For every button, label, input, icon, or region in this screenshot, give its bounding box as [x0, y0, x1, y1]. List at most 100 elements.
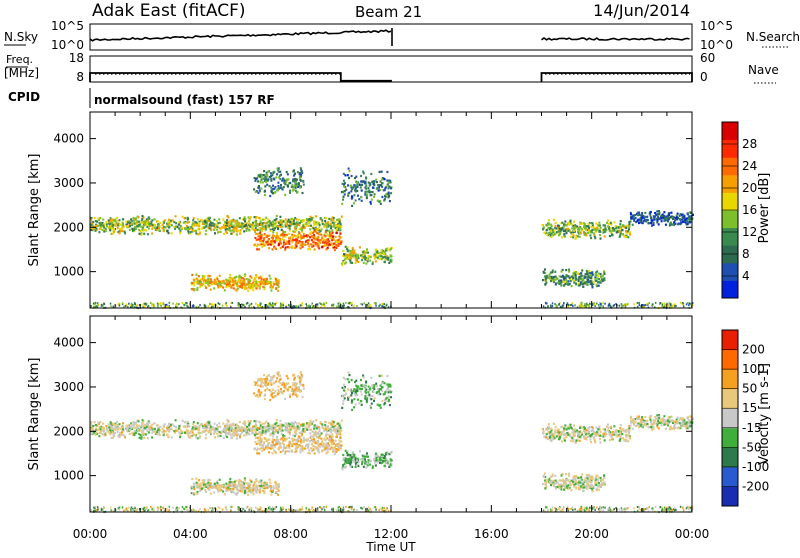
power-cell: [664, 303, 666, 305]
power-cell: [257, 180, 259, 182]
power-cell: [326, 226, 328, 228]
power-cell: [291, 245, 293, 247]
power-cell: [333, 243, 335, 245]
power-cell: [283, 243, 285, 245]
noise-sky-trace: [90, 30, 690, 41]
power-cell: [361, 257, 363, 259]
velocity-cell: [135, 421, 137, 423]
power-cell: [568, 223, 570, 225]
power-cell: [268, 238, 270, 240]
power-cell: [198, 275, 200, 277]
power-cell: [219, 303, 221, 305]
velocity-cell: [171, 436, 173, 438]
power-cell: [251, 306, 253, 308]
power-cell: [549, 277, 551, 279]
power-cell: [686, 303, 688, 305]
power-cell: [187, 217, 189, 219]
power-cell: [197, 228, 199, 230]
power-cell: [544, 268, 546, 270]
velocity-cell: [276, 438, 278, 440]
power-cell: [222, 218, 224, 220]
power-cell: [558, 234, 560, 236]
velocity-cell: [272, 452, 274, 454]
velocity-cell: [241, 491, 243, 493]
velocity-cell: [285, 422, 287, 424]
velocity-cell: [336, 432, 338, 434]
power-cell: [207, 280, 209, 282]
power-cell: [350, 190, 352, 192]
power-cell: [672, 223, 674, 225]
power-cell: [580, 283, 582, 285]
velocity-cell: [295, 448, 297, 450]
noise-right-tick-bottom: 10^0: [700, 38, 733, 52]
power-cell: [224, 223, 226, 225]
power-cell: [263, 279, 265, 281]
velocity-cell: [286, 447, 288, 449]
power-cell: [350, 262, 352, 264]
power-cell: [310, 216, 312, 218]
power-cell: [592, 274, 594, 276]
power-cell: [282, 225, 284, 227]
power-cell: [217, 286, 219, 288]
velocity-cell: [339, 425, 341, 427]
power-cell: [381, 258, 383, 260]
velocity-cell: [335, 440, 337, 442]
power-cell: [361, 259, 363, 261]
power-cell: [275, 237, 277, 239]
velocity-cell: [335, 436, 337, 438]
power-cell: [160, 302, 162, 304]
velocity-cell: [308, 449, 310, 451]
ytick-label: 4000: [53, 132, 84, 146]
power-cell: [278, 239, 280, 241]
power-cell: [138, 221, 140, 223]
power-cell: [362, 180, 364, 182]
velocity-cell: [119, 423, 121, 425]
velocity-cell: [274, 444, 276, 446]
power-cell: [331, 229, 333, 231]
power-cell: [298, 183, 300, 185]
power-cell: [373, 187, 375, 189]
power-cell: [230, 285, 232, 287]
power-cell: [660, 302, 662, 304]
velocity-cell: [315, 447, 317, 449]
power-cell: [587, 273, 589, 275]
power-cell: [133, 220, 135, 222]
power-cell: [578, 229, 580, 231]
power-cell: [240, 280, 242, 282]
velocity-cell: [301, 433, 303, 435]
power-scatter: [90, 167, 694, 309]
power-cell: [555, 276, 557, 278]
power-cell: [586, 271, 588, 273]
power-cell: [572, 275, 574, 277]
power-cell: [280, 224, 282, 226]
velocity-cell: [304, 447, 306, 449]
power-cell: [157, 220, 159, 222]
power-cell: [611, 233, 613, 235]
power-cell: [588, 304, 590, 306]
power-cell: [277, 225, 279, 227]
velocity-cell: [185, 426, 187, 428]
velocity-cell: [265, 430, 267, 432]
power-cell: [312, 232, 314, 234]
power-cell: [295, 241, 297, 243]
power-cell: [210, 222, 212, 224]
velocity-cell: [280, 451, 282, 453]
power-cell: [630, 213, 632, 215]
velocity-cell: [216, 433, 218, 435]
power-cell: [384, 198, 386, 200]
power-cell: [203, 282, 205, 284]
velocity-cell: [138, 420, 140, 422]
power-cell: [261, 176, 263, 178]
power-cell: [603, 224, 605, 226]
power-cell: [178, 303, 180, 305]
power-cell: [229, 230, 231, 232]
velocity-cell: [203, 427, 205, 429]
velocity-cell: [243, 434, 245, 436]
power-cell: [294, 239, 296, 241]
power-cell: [565, 269, 567, 271]
power-cell: [384, 187, 386, 189]
velocity-cell: [285, 439, 287, 441]
power-cell: [256, 287, 258, 289]
power-cell: [333, 304, 335, 306]
power-cell: [347, 184, 349, 186]
